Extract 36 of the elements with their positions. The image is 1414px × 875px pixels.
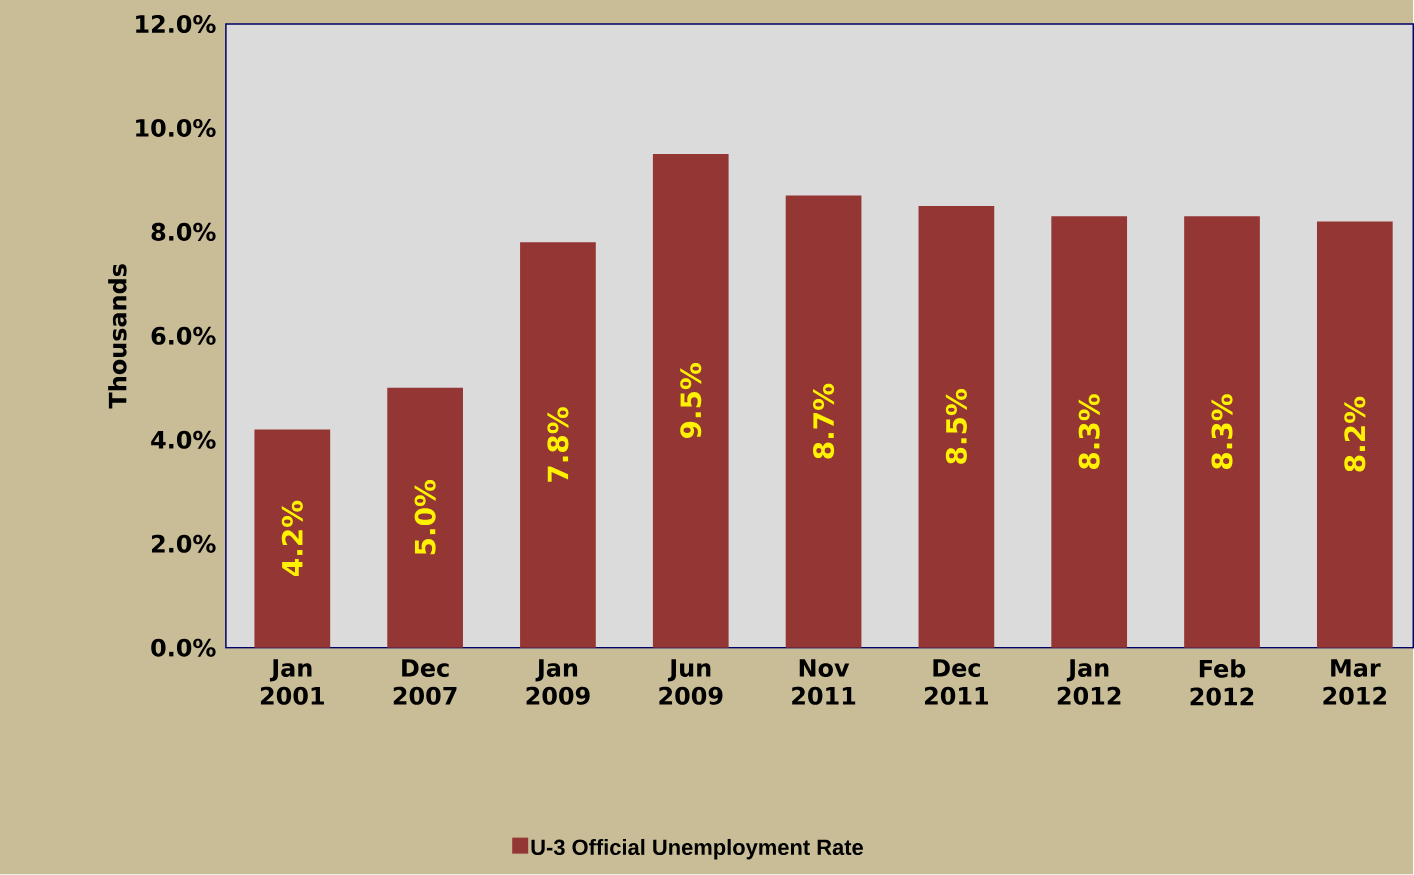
data-label: 8.2% <box>1344 397 1366 472</box>
x-tick-label: Feb 2012 <box>1190 659 1254 706</box>
x-tick-label: Jan 2012 <box>1057 659 1121 706</box>
x-tick-label: Nov 2011 <box>792 659 856 706</box>
y-tick-label: 10.0% <box>136 119 216 138</box>
bar <box>254 429 331 648</box>
y-tick-label: 6.0% <box>151 327 216 346</box>
x-tick-label: Jan 2001 <box>260 659 324 706</box>
bar <box>1051 216 1128 648</box>
bar <box>1184 216 1260 648</box>
data-label: 8.7% <box>813 384 835 459</box>
data-label: 8.5% <box>945 389 967 464</box>
y-tick-label: 8.0% <box>151 223 216 242</box>
x-tick-label: Jan 2009 <box>526 659 590 706</box>
y-tick-label: 2.0% <box>151 534 216 553</box>
x-tick-label: Jun 2009 <box>659 659 723 706</box>
x-tick-label: Mar 2012 <box>1323 659 1387 706</box>
bar <box>918 206 995 648</box>
x-tick-label: Dec 2011 <box>925 659 988 706</box>
bar <box>520 242 596 648</box>
data-label: 8.3% <box>1078 394 1100 470</box>
legend-label: U-3 Official Unemployment Rate <box>531 839 863 860</box>
data-label: 4.2% <box>281 500 303 577</box>
data-label: 8.3% <box>1211 394 1233 470</box>
y-tick-label: 12.0% <box>136 15 216 34</box>
bar <box>1316 221 1393 648</box>
x-tick-label: Dec 2007 <box>393 659 457 706</box>
data-label: 5.0% <box>414 480 436 555</box>
y-tick-label: 4.0% <box>151 430 216 450</box>
bar <box>785 195 862 648</box>
y-tick-label: 0.0% <box>151 638 216 657</box>
bar <box>652 154 729 648</box>
data-label: 7.8% <box>547 407 569 482</box>
bar <box>387 388 463 648</box>
data-label: 9.5% <box>680 363 702 439</box>
y-axis-title: Thousands <box>108 264 127 409</box>
